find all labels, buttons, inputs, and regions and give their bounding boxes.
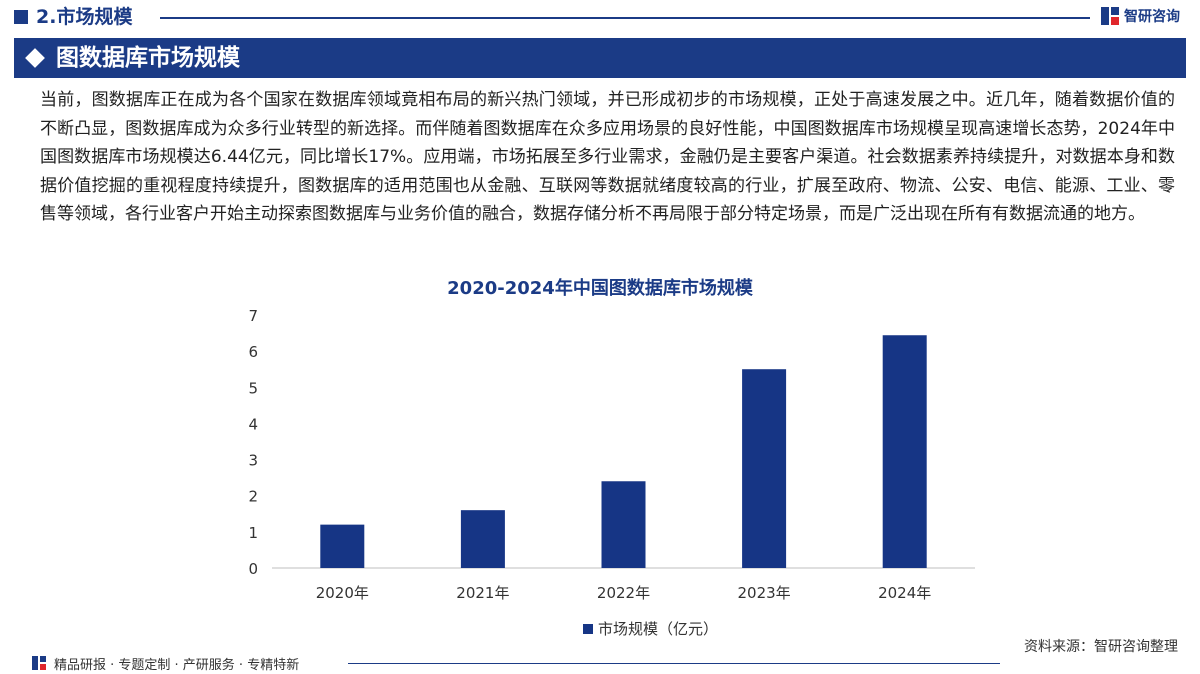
footer-logo-icon [32, 656, 46, 670]
y-tick-label: 4 [248, 415, 258, 433]
y-tick-label: 6 [248, 343, 258, 361]
legend-label: 市场规模（亿元） [598, 620, 718, 638]
x-tick-label: 2024年 [878, 584, 931, 602]
legend-swatch [583, 624, 593, 634]
bar [882, 335, 927, 568]
x-tick-label: 2021年 [456, 584, 509, 602]
x-tick-label: 2022年 [597, 584, 650, 602]
y-tick-label: 0 [248, 560, 258, 578]
body-paragraph: 当前，图数据库正在成为各个国家在数据库领域竟相布局的新兴热门领域，并已形成初步的… [40, 90, 1175, 225]
y-tick-label: 1 [248, 524, 258, 542]
bar [320, 524, 365, 568]
x-tick-label: 2020年 [316, 584, 369, 602]
section-title: 2.市场规模 [36, 6, 133, 28]
banner-title: 图数据库市场规模 [56, 45, 240, 71]
bar [601, 481, 646, 568]
source-note: 资料来源：智研咨询整理 [1024, 639, 1178, 655]
y-tick-label: 5 [248, 379, 258, 397]
header-divider [160, 17, 1090, 19]
chart-title: 2020-2024年中国图数据库市场规模 [447, 278, 753, 299]
top-header: 2.市场规模 智研咨询 [0, 0, 1200, 34]
y-tick-label: 2 [248, 488, 258, 506]
logo-icon [1101, 7, 1119, 25]
brand-logo: 智研咨询 [1100, 6, 1180, 26]
logo-text: 智研咨询 [1124, 9, 1180, 25]
footer-divider [348, 663, 1000, 664]
y-tick-label: 7 [248, 307, 258, 325]
title-banner: 图数据库市场规模 [14, 38, 1186, 78]
footer-text: 精品研报 · 专题定制 · 产研服务 · 专精特新 [54, 658, 300, 673]
bar [460, 510, 505, 568]
footer: 精品研报 · 专题定制 · 产研服务 · 专精特新 [0, 652, 1200, 674]
y-tick-label: 3 [248, 452, 258, 470]
x-tick-label: 2023年 [738, 584, 791, 602]
section-marker [14, 10, 28, 24]
bar [742, 369, 787, 568]
